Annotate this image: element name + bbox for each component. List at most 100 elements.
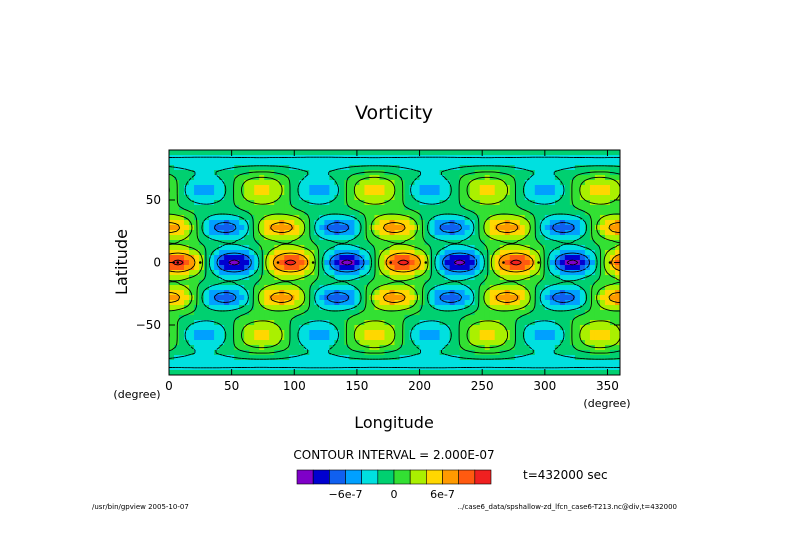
field-cell — [264, 190, 270, 196]
field-cell — [244, 370, 250, 376]
field-cell — [329, 215, 335, 221]
field-cell — [494, 185, 501, 191]
field-cell — [524, 260, 531, 266]
field-cell — [184, 245, 190, 251]
field-cell — [444, 205, 451, 211]
field-cell — [259, 245, 265, 251]
field-cell — [284, 200, 290, 206]
field-cell — [424, 300, 431, 306]
field-cell — [174, 245, 180, 251]
field-cell — [424, 240, 431, 246]
field-cell — [169, 265, 175, 271]
field-cell — [459, 330, 466, 336]
field-cell — [449, 265, 456, 271]
field-cell — [504, 310, 511, 316]
field-cell — [294, 340, 300, 346]
field-cell — [354, 255, 360, 261]
field-cell — [324, 255, 330, 261]
field-cell — [294, 245, 300, 251]
field-cell — [319, 315, 325, 321]
field-cell — [379, 240, 385, 246]
field-cell — [394, 295, 401, 301]
field-cell — [229, 230, 235, 236]
field-cell — [509, 185, 516, 191]
field-cell — [539, 240, 546, 246]
field-cell — [379, 320, 385, 326]
field-cell — [499, 200, 506, 206]
field-cell — [434, 340, 441, 346]
field-cell — [444, 150, 451, 156]
field-cell — [614, 270, 621, 276]
field-cell — [269, 150, 275, 156]
field-cell — [439, 230, 446, 236]
field-cell — [199, 275, 205, 281]
field-cell — [309, 305, 315, 311]
field-cell — [514, 275, 521, 281]
field-cell — [414, 355, 421, 361]
field-cell — [379, 310, 385, 316]
colorbar-swatch — [393, 469, 411, 485]
field-cell — [594, 270, 601, 276]
field-cell — [459, 185, 466, 191]
field-cell — [294, 355, 300, 361]
field-cell — [389, 320, 395, 326]
field-cell — [494, 150, 501, 156]
field-cell — [514, 175, 521, 181]
field-cell — [189, 175, 195, 181]
field-cell — [604, 190, 611, 196]
field-cell — [494, 310, 501, 316]
field-cell — [534, 200, 541, 206]
field-cell — [599, 320, 606, 326]
field-cell — [324, 340, 330, 346]
field-cell — [584, 250, 591, 256]
field-cell — [349, 175, 355, 181]
field-cell — [364, 250, 370, 256]
field-cell — [209, 260, 215, 266]
field-cell — [324, 275, 330, 281]
field-cell — [199, 335, 205, 341]
field-cell — [399, 275, 406, 281]
field-cell — [429, 295, 436, 301]
field-cell — [239, 200, 245, 206]
field-cell — [584, 175, 591, 181]
field-cell — [254, 355, 260, 361]
field-cell — [424, 305, 431, 311]
field-cell — [339, 240, 345, 246]
field-cell — [194, 310, 200, 316]
field-cell — [394, 315, 401, 321]
field-cell — [419, 360, 426, 366]
field-cell — [554, 260, 561, 266]
field-cell — [614, 210, 621, 216]
field-cell — [609, 185, 616, 191]
field-cell — [354, 330, 360, 336]
field-cell — [434, 270, 441, 276]
field-cell — [529, 315, 536, 321]
field-cell — [259, 195, 265, 201]
field-cell — [549, 230, 556, 236]
field-cell — [554, 215, 561, 221]
field-cell — [424, 340, 431, 346]
field-cell — [524, 205, 531, 211]
field-cell — [209, 240, 215, 246]
field-cell — [444, 160, 451, 166]
field-cell — [594, 240, 601, 246]
field-cell — [404, 270, 411, 276]
field-cell — [374, 325, 380, 331]
field-cell — [409, 330, 416, 336]
field-cell — [364, 280, 370, 286]
field-cell — [199, 155, 205, 161]
field-cell — [169, 190, 175, 196]
field-cell — [344, 310, 350, 316]
field-cell — [314, 270, 320, 276]
field-cell — [434, 315, 441, 321]
field-cell — [354, 210, 360, 216]
field-cell — [339, 270, 345, 276]
field-cell — [254, 285, 260, 291]
field-cell — [489, 280, 496, 286]
field-cell — [439, 225, 446, 231]
field-cell — [534, 330, 541, 336]
field-cell — [609, 225, 616, 231]
field-cell — [354, 205, 360, 211]
field-cell — [464, 150, 471, 156]
field-cell — [199, 170, 205, 176]
